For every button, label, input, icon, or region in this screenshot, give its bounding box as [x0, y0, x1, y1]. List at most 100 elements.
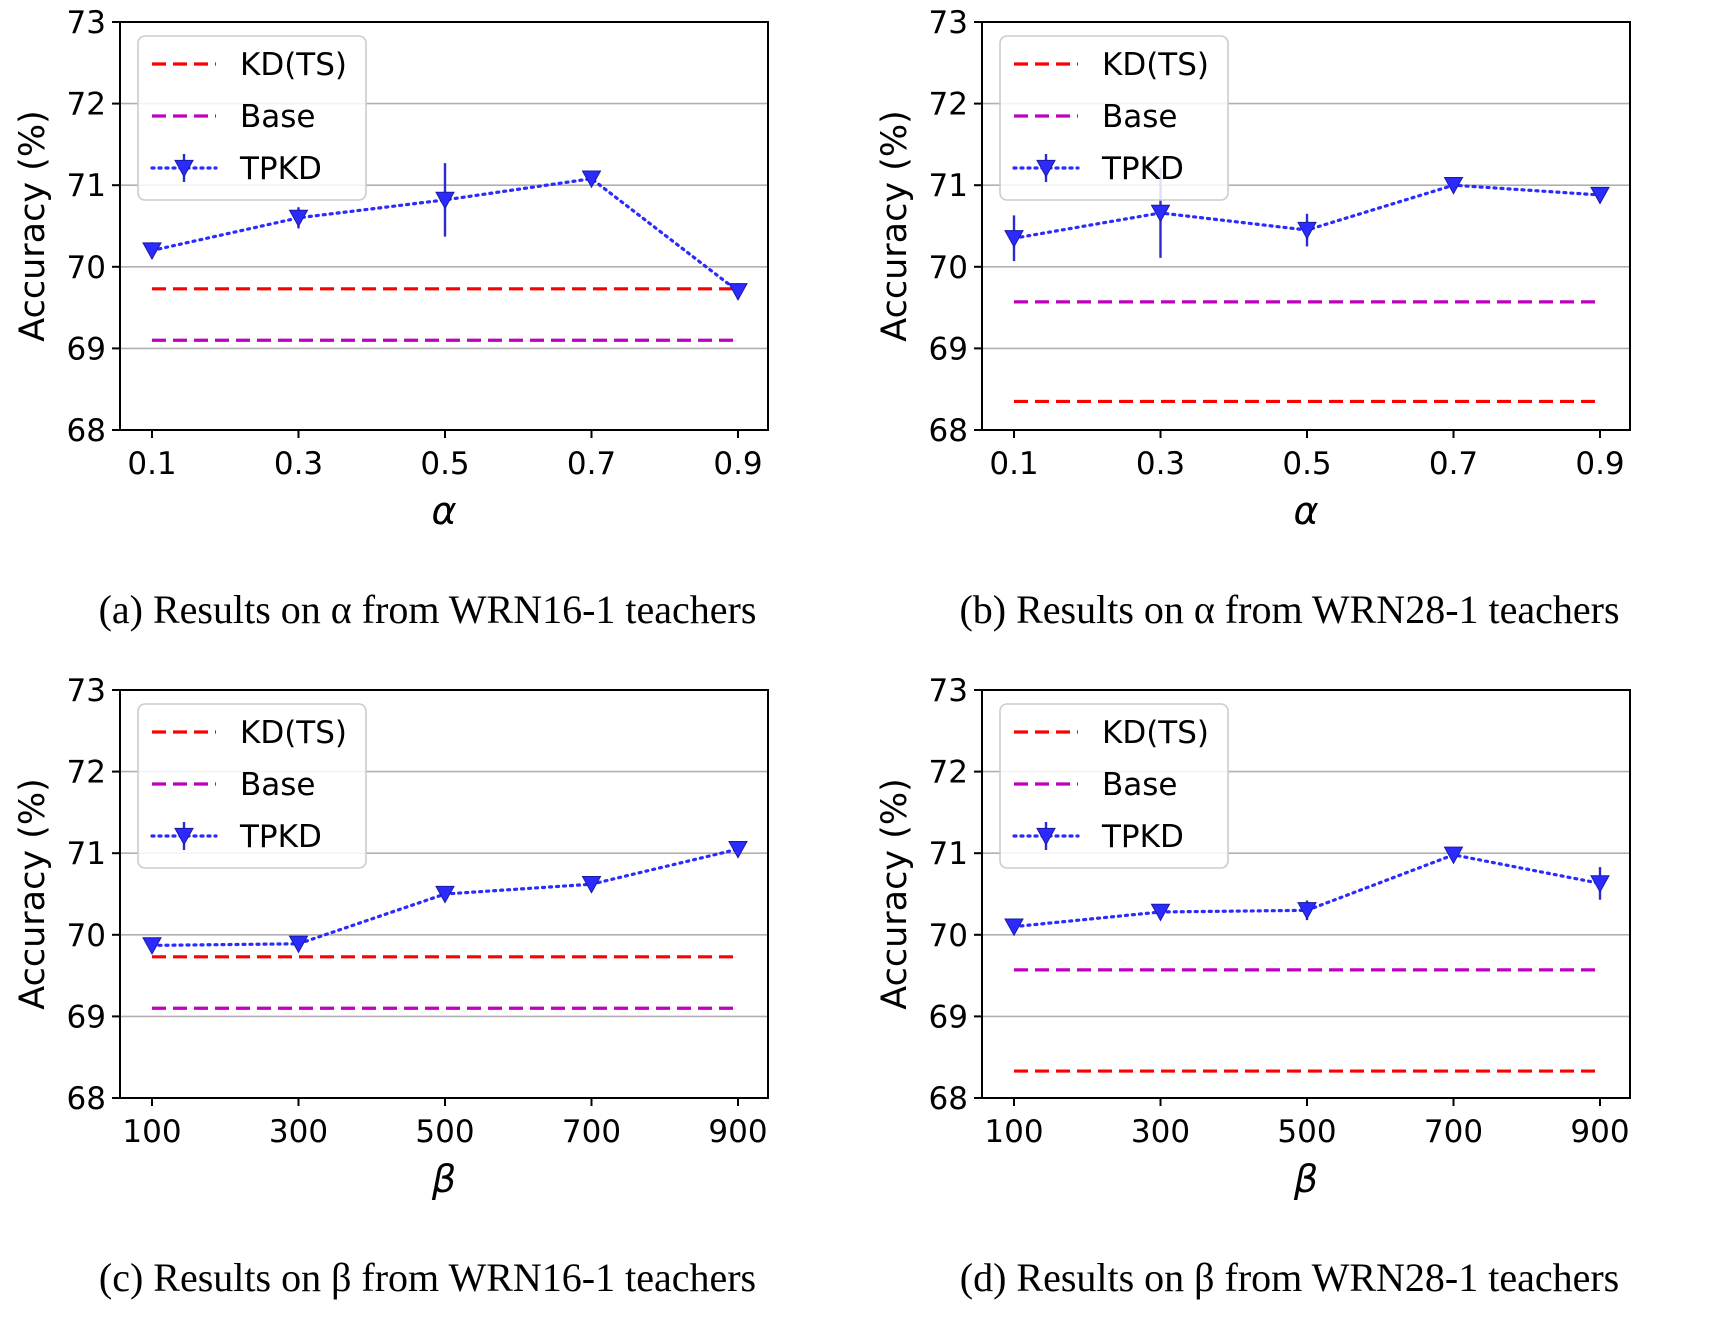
data-point-d-4 [1590, 875, 1610, 893]
data-point-a-1 [288, 209, 309, 228]
legend-label-base-c: Base [240, 767, 316, 803]
ytick-label-d-5: 73 [929, 673, 968, 709]
legend-label-kdts-c: KD(TS) [240, 715, 347, 751]
y-axis-label-a: Accuracy (%) [13, 110, 53, 341]
legend-label-kdts-b: KD(TS) [1102, 47, 1209, 83]
ytick-label-a-0: 68 [67, 413, 106, 449]
legend-marker-c [174, 827, 194, 846]
xtick-label-c-1: 300 [269, 1114, 328, 1150]
data-point-c-0 [142, 937, 162, 955]
data-point-c-1 [288, 935, 309, 954]
xtick-label-b-3: 0.7 [1429, 446, 1478, 482]
x-axis-label-c: β [431, 1157, 456, 1201]
ytick-label-c-4: 72 [67, 755, 106, 791]
xtick-label-c-2: 500 [415, 1114, 474, 1150]
caption-a: (a) Results on α from WRN16-1 teachers [98, 587, 757, 632]
chart-a: 68 69 70 71 72 73 0.1 0.3 0.5 0.7 0.9 α Accuracy (%)… [13, 5, 769, 533]
xtick-label-c-0: 100 [122, 1114, 181, 1150]
ytick-label-c-1: 69 [67, 999, 106, 1035]
ytick-label-b-2: 70 [929, 250, 968, 286]
ytick-label-c-3: 71 [67, 836, 106, 872]
ytick-label-a-2: 70 [67, 250, 106, 286]
legend-box-a [137, 35, 367, 201]
xtick-label-a-4: 0.9 [713, 446, 762, 482]
ytick-label-d-0: 68 [929, 1081, 968, 1117]
ytick-label-a-4: 72 [67, 87, 106, 123]
legend-marker-d [1036, 827, 1056, 846]
chart-d: 68 69 70 71 72 73 100 300 500 700 900 β Accuracy (%)… [875, 673, 1631, 1201]
data-point-b-2 [1297, 221, 1317, 240]
xtick-label-b-0: 0.1 [989, 446, 1038, 482]
data-point-a-2 [435, 191, 455, 210]
ytick-label-b-0: 68 [929, 413, 968, 449]
legend-label-tpkd-d: TPKD [1101, 819, 1184, 855]
legend-label-base-b: Base [1102, 99, 1178, 135]
xtick-label-c-3: 700 [562, 1114, 621, 1150]
ytick-label-b-4: 72 [929, 87, 968, 123]
caption-c: (c) Results on β from WRN16-1 teachers [98, 1255, 757, 1300]
caption-d: (d) Results on β from WRN28-1 teachers [959, 1255, 1620, 1300]
xtick-label-d-0: 100 [984, 1114, 1043, 1150]
legend-box-c [137, 703, 367, 869]
legend-label-kdts-d: KD(TS) [1102, 715, 1209, 751]
legend-label-tpkd-c: TPKD [239, 819, 322, 855]
caption-b: (b) Results on α from WRN28-1 teachers [959, 587, 1620, 632]
series-line-tpkd-a [150, 176, 740, 293]
data-point-d-3 [1443, 846, 1464, 865]
xtick-label-d-1: 300 [1131, 1114, 1190, 1150]
data-point-d-1 [1150, 903, 1171, 922]
xtick-label-b-1: 0.3 [1136, 446, 1185, 482]
legend-marker-a [174, 159, 194, 178]
panel-b: 68 69 70 71 72 73 0.1 0.3 0.5 0.7 0.9 α Accuracy (%)… [862, 0, 1710, 658]
legend-label-kdts-a: KD(TS) [240, 47, 347, 83]
ytick-label-b-3: 71 [929, 168, 968, 204]
ytick-label-a-5: 73 [67, 5, 106, 41]
data-point-a-4 [728, 283, 748, 301]
panel-c: 68 69 70 71 72 73 100 300 500 700 900 β Accuracy (%)… [0, 668, 855, 1326]
data-point-b-3 [1443, 177, 1464, 195]
data-point-b-4 [1590, 186, 1610, 205]
data-point-a-3 [581, 170, 602, 189]
xtick-label-d-3: 700 [1424, 1114, 1483, 1150]
y-axis-label-d: Accuracy (%) [875, 778, 915, 1009]
data-point-d-2 [1297, 902, 1317, 920]
xtick-label-b-2: 0.5 [1282, 446, 1331, 482]
legend-marker-b [1036, 159, 1056, 178]
chart-b: 68 69 70 71 72 73 0.1 0.3 0.5 0.7 0.9 α Accuracy (%)… [875, 5, 1631, 533]
data-point-b-0 [1004, 230, 1024, 248]
xtick-label-a-3: 0.7 [567, 446, 616, 482]
legend-label-tpkd-b: TPKD [1101, 151, 1184, 187]
panel-a: 68 69 70 71 72 73 0.1 0.3 0.5 0.7 0.9 α Accuracy (%)… [0, 0, 855, 658]
xtick-label-b-4: 0.9 [1575, 446, 1624, 482]
legend-box-b [999, 35, 1229, 201]
xtick-label-d-2: 500 [1277, 1114, 1336, 1150]
xtick-label-a-0: 0.1 [127, 446, 176, 482]
xtick-label-a-2: 0.5 [420, 446, 469, 482]
legend-label-base-a: Base [240, 99, 316, 135]
ytick-label-d-4: 72 [929, 755, 968, 791]
xtick-label-c-4: 900 [708, 1114, 767, 1150]
data-point-b-1 [1150, 204, 1171, 223]
data-point-c-3 [581, 876, 602, 894]
legend-label-tpkd-a: TPKD [239, 151, 322, 187]
legend-label-base-d: Base [1102, 767, 1178, 803]
x-axis-label-a: α [431, 489, 456, 533]
ytick-label-c-0: 68 [67, 1081, 106, 1117]
xtick-label-d-4: 900 [1570, 1114, 1629, 1150]
y-axis-label-c: Accuracy (%) [13, 778, 53, 1009]
legend-box-d [999, 703, 1229, 869]
y-axis-label-b: Accuracy (%) [875, 110, 915, 341]
ytick-label-d-2: 70 [929, 918, 968, 954]
ytick-label-d-1: 69 [929, 999, 968, 1035]
ytick-label-b-5: 73 [929, 5, 968, 41]
ytick-label-a-3: 71 [67, 168, 106, 204]
panel-d: 68 69 70 71 72 73 100 300 500 700 900 β Accuracy (%)… [862, 668, 1710, 1326]
data-point-d-0 [1004, 918, 1024, 937]
x-axis-label-d: β [1293, 1157, 1318, 1201]
ytick-label-b-1: 69 [929, 331, 968, 367]
chart-c: 68 69 70 71 72 73 100 300 500 700 900 β Accuracy (%)… [13, 673, 769, 1201]
x-axis-label-b: α [1293, 489, 1318, 533]
xtick-label-a-1: 0.3 [274, 446, 323, 482]
ytick-label-c-2: 70 [67, 918, 106, 954]
